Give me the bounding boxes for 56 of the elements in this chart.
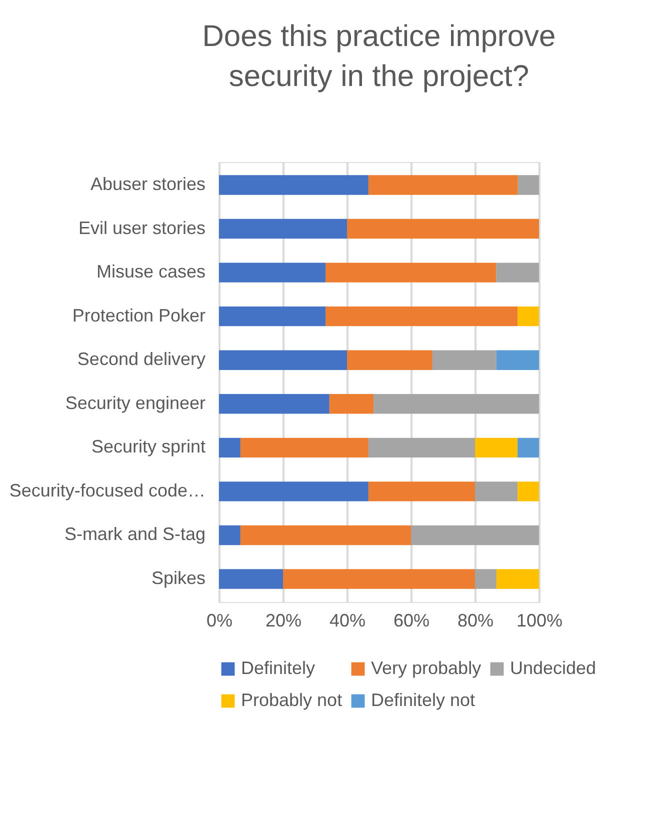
- legend-label: Definitely: [241, 658, 316, 678]
- bar: [496, 350, 539, 370]
- bar: [219, 525, 240, 546]
- y-tick-label: Protection Poker: [72, 305, 206, 326]
- chart-title: Does this practice improve security in the project?: [202, 20, 556, 93]
- y-tick-label: Security sprint: [91, 436, 206, 457]
- bar: [374, 394, 539, 414]
- y-tick-label: Misuse cases: [96, 262, 206, 282]
- bar: [326, 262, 496, 282]
- legend-label: Undecided: [510, 658, 596, 678]
- bar: [283, 569, 475, 589]
- legend-label: Probably not: [241, 690, 342, 710]
- bar: [240, 525, 411, 546]
- bar: [347, 350, 432, 370]
- y-tick-label: Security-focused code…: [9, 480, 206, 500]
- y-tick-label: Abuser stories: [90, 174, 206, 194]
- bar: [475, 569, 496, 589]
- bar: [347, 218, 539, 239]
- bar: [496, 569, 539, 589]
- x-tick-label: 20%: [265, 610, 302, 630]
- bar: [411, 525, 539, 546]
- x-tick-label: 0%: [206, 610, 233, 630]
- bar: [326, 306, 518, 326]
- x-tick-label: 80%: [457, 610, 494, 630]
- bar: [219, 438, 240, 458]
- y-tick-label: Evil user stories: [78, 218, 206, 238]
- bar: [219, 482, 368, 502]
- y-tick-label: Second delivery: [77, 349, 206, 370]
- bar: [518, 175, 539, 195]
- legend-label: Very probably: [371, 658, 482, 678]
- bar: [518, 482, 539, 502]
- bar: [219, 394, 330, 414]
- bar: [219, 350, 347, 370]
- bar: [475, 438, 518, 458]
- bar: [219, 569, 283, 589]
- y-tick-label: S-mark and S-tag: [64, 524, 206, 544]
- bar: [432, 350, 496, 370]
- bar: [219, 306, 326, 326]
- bar: [518, 438, 539, 458]
- bar: [329, 394, 374, 414]
- y-tick-label: Spikes: [151, 568, 206, 588]
- bar: [219, 218, 347, 239]
- bar: [368, 482, 475, 502]
- x-tick-label: 60%: [393, 610, 430, 630]
- bar: [496, 262, 539, 282]
- legend-label: Definitely not: [371, 690, 476, 710]
- x-tick-label: 40%: [329, 610, 366, 630]
- bar: [368, 175, 518, 195]
- bar: [219, 175, 368, 195]
- bar: [475, 482, 518, 502]
- y-tick-label: Security engineer: [65, 392, 206, 413]
- x-tick-label: 100%: [516, 610, 563, 630]
- bar: [219, 262, 326, 282]
- bar: [368, 438, 475, 458]
- bar: [518, 306, 539, 326]
- bar: [240, 438, 368, 458]
